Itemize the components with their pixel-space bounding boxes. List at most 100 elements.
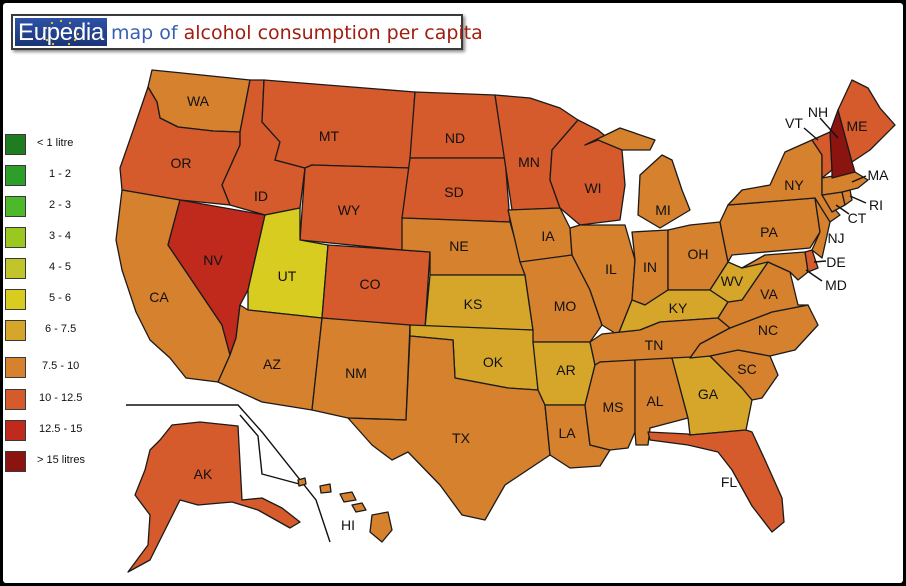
label-ma: MA <box>868 167 890 183</box>
state-hi <box>297 477 393 543</box>
legend-label: 5 - 6 <box>49 292 72 304</box>
label-ca: CA <box>149 289 169 305</box>
label-ms: MS <box>603 399 624 415</box>
label-wv: WV <box>721 273 744 289</box>
state-nj <box>811 197 831 259</box>
eu-stars-icon <box>42 19 80 46</box>
label-md: MD <box>825 277 847 293</box>
legend-swatch <box>5 357 26 378</box>
label-wi: WI <box>584 180 601 196</box>
label-oh: OH <box>688 246 709 262</box>
legend-swatch <box>5 258 26 279</box>
state-me <box>837 79 896 163</box>
leader-md <box>805 269 823 282</box>
label-ri: RI <box>869 197 883 213</box>
leader-ma <box>851 175 867 183</box>
label-mt: MT <box>319 128 340 144</box>
label-sc: SC <box>737 361 756 377</box>
label-sd: SD <box>444 184 463 200</box>
state-mt <box>261 79 416 169</box>
legend-swatch <box>5 134 26 155</box>
state-nd <box>409 91 506 159</box>
label-ny: NY <box>784 177 804 193</box>
label-co: CO <box>360 276 381 292</box>
label-mi: MI <box>655 202 671 218</box>
map-title: map of alcohol consumption per capita <box>111 22 483 44</box>
legend-item: 7.5 - 10 <box>5 357 115 379</box>
legend-label: 1 - 2 <box>49 168 72 180</box>
state-md <box>741 251 809 281</box>
label-az: AZ <box>263 356 281 372</box>
label-ne: NE <box>449 238 468 254</box>
state-vt <box>811 131 833 179</box>
label-in: IN <box>643 259 657 275</box>
legend-item: 12.5 - 15 <box>5 420 115 442</box>
label-ia: IA <box>541 228 555 244</box>
label-va: VA <box>760 286 778 302</box>
legend-item: 3 - 4 <box>5 227 115 249</box>
inset-divider <box>126 404 331 543</box>
legend-item: 5 - 6 <box>5 289 115 311</box>
label-wy: WY <box>338 202 361 218</box>
inset-divider <box>239 414 304 486</box>
legend-swatch <box>5 320 26 341</box>
label-ok: OK <box>483 354 504 370</box>
eupedia-logo: Eupedia <box>15 18 107 46</box>
label-nv: NV <box>203 252 223 268</box>
legend-swatch <box>5 289 26 310</box>
label-la: LA <box>558 425 576 441</box>
legend-label: 7.5 - 10 <box>42 360 80 372</box>
legend-label: 3 - 4 <box>49 230 72 242</box>
legend-item: 4 - 5 <box>5 258 115 280</box>
leader-de <box>813 260 827 263</box>
legend-label: 6 - 7.5 <box>45 323 77 335</box>
label-nj: NJ <box>827 230 844 246</box>
label-nd: ND <box>445 130 465 146</box>
title-topic: alcohol consumption per capita <box>183 22 483 44</box>
legend-swatch <box>5 451 26 472</box>
label-hi: HI <box>341 517 355 533</box>
label-vt: VT <box>785 115 803 131</box>
legend-swatch <box>5 227 26 248</box>
state-ia <box>507 207 573 263</box>
state-mi <box>584 127 691 229</box>
label-ak: AK <box>194 466 213 482</box>
label-ks: KS <box>464 296 483 312</box>
legend-swatch <box>5 196 26 217</box>
label-ky: KY <box>669 300 688 316</box>
label-tx: TX <box>452 430 471 446</box>
label-wa: WA <box>187 93 210 109</box>
label-nh: NH <box>808 104 828 120</box>
legend-label: < 1 litre <box>37 137 74 149</box>
title-prefix: map of <box>111 22 178 44</box>
leader-ri <box>849 195 867 204</box>
state-wy <box>299 164 411 251</box>
label-id: ID <box>254 188 268 204</box>
label-ct: CT <box>848 210 867 226</box>
legend-item: > 15 litres <box>5 451 115 473</box>
legend-item: < 1 litre <box>5 134 115 156</box>
state-il <box>569 224 636 336</box>
leader-ct <box>835 204 850 215</box>
legend-label: 12.5 - 15 <box>39 423 83 435</box>
legend-label: 2 - 3 <box>49 199 72 211</box>
state-fl <box>647 429 785 533</box>
label-or: OR <box>171 155 192 171</box>
legend-label: > 15 litres <box>37 454 85 466</box>
state-co <box>321 244 431 329</box>
label-nm: NM <box>345 365 367 381</box>
state-tx <box>347 335 551 521</box>
label-fl: FL <box>721 474 738 490</box>
state-ma <box>821 171 869 196</box>
legend-label: 10 - 12.5 <box>39 392 83 404</box>
label-ar: AR <box>556 362 575 378</box>
legend-item: 2 - 3 <box>5 196 115 218</box>
state-wi <box>549 119 626 226</box>
legend-swatch <box>5 420 26 441</box>
label-tn: TN <box>645 337 664 353</box>
legend-swatch <box>5 389 26 410</box>
label-al: AL <box>646 393 663 409</box>
leader-vt <box>803 127 819 141</box>
label-ut: UT <box>278 268 297 284</box>
